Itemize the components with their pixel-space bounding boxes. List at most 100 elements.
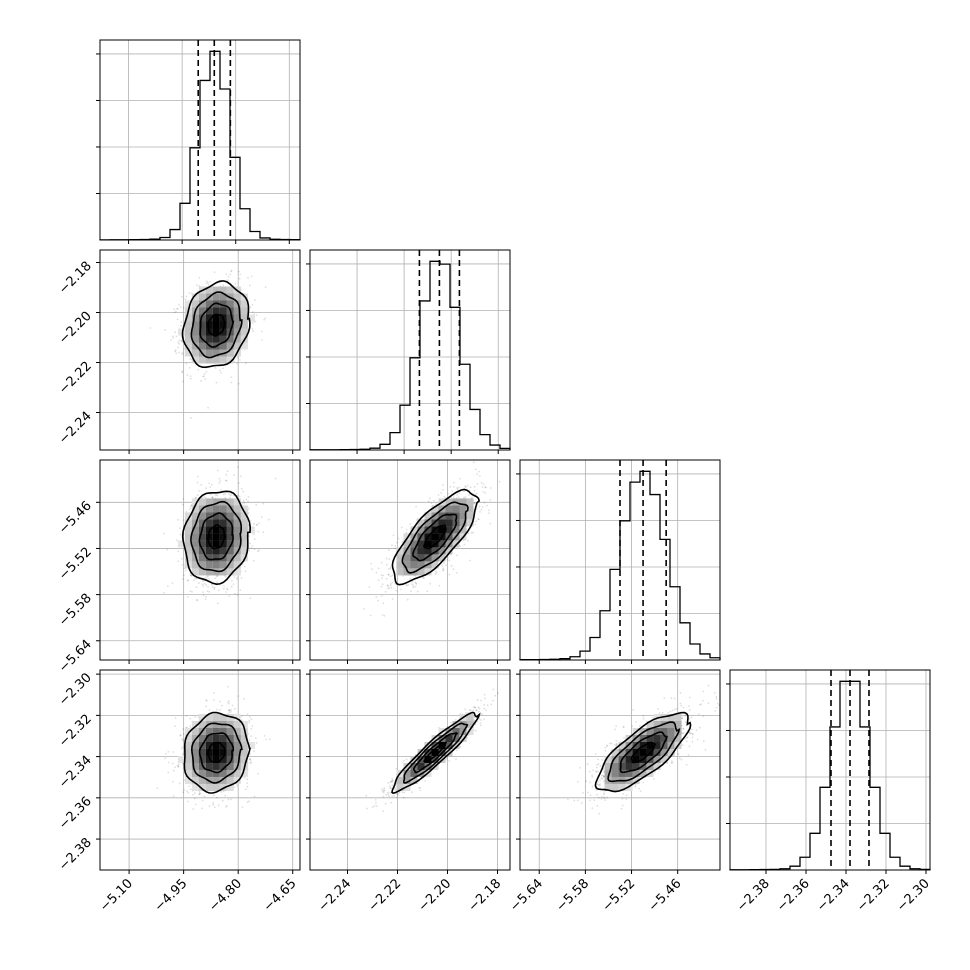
scatter-point <box>177 765 180 768</box>
density-cell <box>198 568 206 576</box>
scatter-point <box>253 795 256 798</box>
scatter-point <box>261 339 263 341</box>
density-cell <box>226 561 234 569</box>
scatter-point <box>219 709 222 711</box>
scatter-point <box>219 480 222 483</box>
scatter-point <box>165 752 167 755</box>
scatter-point <box>241 503 244 505</box>
scatter-point <box>414 581 417 584</box>
scatter-point <box>202 375 204 378</box>
density-cell <box>212 356 220 364</box>
scatter-point <box>173 308 176 311</box>
scatter-point <box>226 470 229 473</box>
scatter-point <box>216 602 219 605</box>
hist-bars-3 <box>729 680 931 871</box>
scatter-point <box>226 587 229 590</box>
scatter-point <box>381 577 383 579</box>
scatter-point <box>188 366 191 369</box>
scatter-point <box>246 801 249 803</box>
scatter-point <box>414 585 417 588</box>
contour-line-3 <box>181 280 251 368</box>
density-cell <box>184 342 192 350</box>
scatter-point <box>181 557 183 560</box>
scatter-point <box>220 791 223 793</box>
density-cell <box>466 498 474 506</box>
density-cell <box>226 300 234 308</box>
scatter-point <box>246 785 249 788</box>
scatter-point <box>442 567 444 570</box>
scatter-point <box>167 585 169 587</box>
scatter-point <box>469 559 471 562</box>
scatter-point <box>170 339 173 341</box>
scatter-point <box>182 498 185 500</box>
density-cell <box>198 342 206 350</box>
scatter-point <box>219 369 221 372</box>
scatter-point <box>213 271 216 273</box>
scatter-point <box>485 486 487 489</box>
scatter-point <box>484 486 486 489</box>
scatter-point <box>178 339 181 342</box>
density-cell <box>191 498 199 506</box>
density-cell <box>226 568 234 576</box>
panel-content <box>100 460 300 660</box>
density-cell <box>445 498 453 506</box>
scatter-point <box>184 298 187 301</box>
scatter-point <box>249 758 252 760</box>
density-cell <box>212 293 220 301</box>
contour-line-0 <box>207 524 226 550</box>
density-cell <box>191 349 199 357</box>
density-cell <box>212 505 220 513</box>
scatter-point <box>213 692 216 694</box>
scatter-point <box>212 699 215 701</box>
density-cell <box>226 314 234 322</box>
scatter-point <box>208 482 211 485</box>
density-cell <box>466 519 474 527</box>
scatter-point <box>267 518 270 521</box>
scatter-point <box>241 806 244 808</box>
scatter-point <box>472 461 475 463</box>
scatter-point <box>185 714 188 717</box>
scatter-point <box>232 583 235 585</box>
scatter-point <box>486 504 488 507</box>
scatter-point <box>205 487 207 490</box>
density-cell <box>219 286 227 294</box>
density-cell <box>212 540 220 548</box>
scatter-point <box>178 782 181 785</box>
scatter-point <box>443 562 445 564</box>
scatter-point <box>181 578 184 580</box>
scatter-point <box>229 273 232 276</box>
scatter-point <box>198 791 201 793</box>
scatter-point <box>377 599 379 602</box>
scatter-point <box>196 481 199 484</box>
scatter-point <box>163 532 165 535</box>
scatter-point <box>222 493 225 496</box>
scatter-point <box>464 486 467 489</box>
scatter-point <box>194 792 196 795</box>
scatter-point <box>258 522 260 525</box>
density-cell <box>205 321 213 329</box>
scatter-point <box>480 508 483 511</box>
scatter-point <box>386 584 389 587</box>
scatter-point <box>391 581 394 584</box>
scatter-point <box>383 614 386 617</box>
scatter-point <box>207 586 210 588</box>
scatter-point <box>257 530 260 533</box>
density-cell <box>191 356 199 364</box>
scatter-point <box>167 771 170 774</box>
scatter-point <box>405 531 408 534</box>
scatter-point <box>187 791 190 794</box>
scatter-point <box>411 581 414 583</box>
density-cell <box>233 568 241 576</box>
panel-content <box>310 460 510 660</box>
density-cell <box>226 512 234 520</box>
scatter-point <box>255 523 258 526</box>
scatter-point <box>478 505 481 508</box>
scatter-point <box>171 762 174 765</box>
scatter-point <box>167 750 170 753</box>
density-cell <box>198 519 206 527</box>
density-cell <box>191 335 199 343</box>
scatter-point <box>433 499 435 502</box>
scatter-point <box>467 532 470 535</box>
density-cell <box>205 349 213 357</box>
scatter-point <box>452 496 455 499</box>
